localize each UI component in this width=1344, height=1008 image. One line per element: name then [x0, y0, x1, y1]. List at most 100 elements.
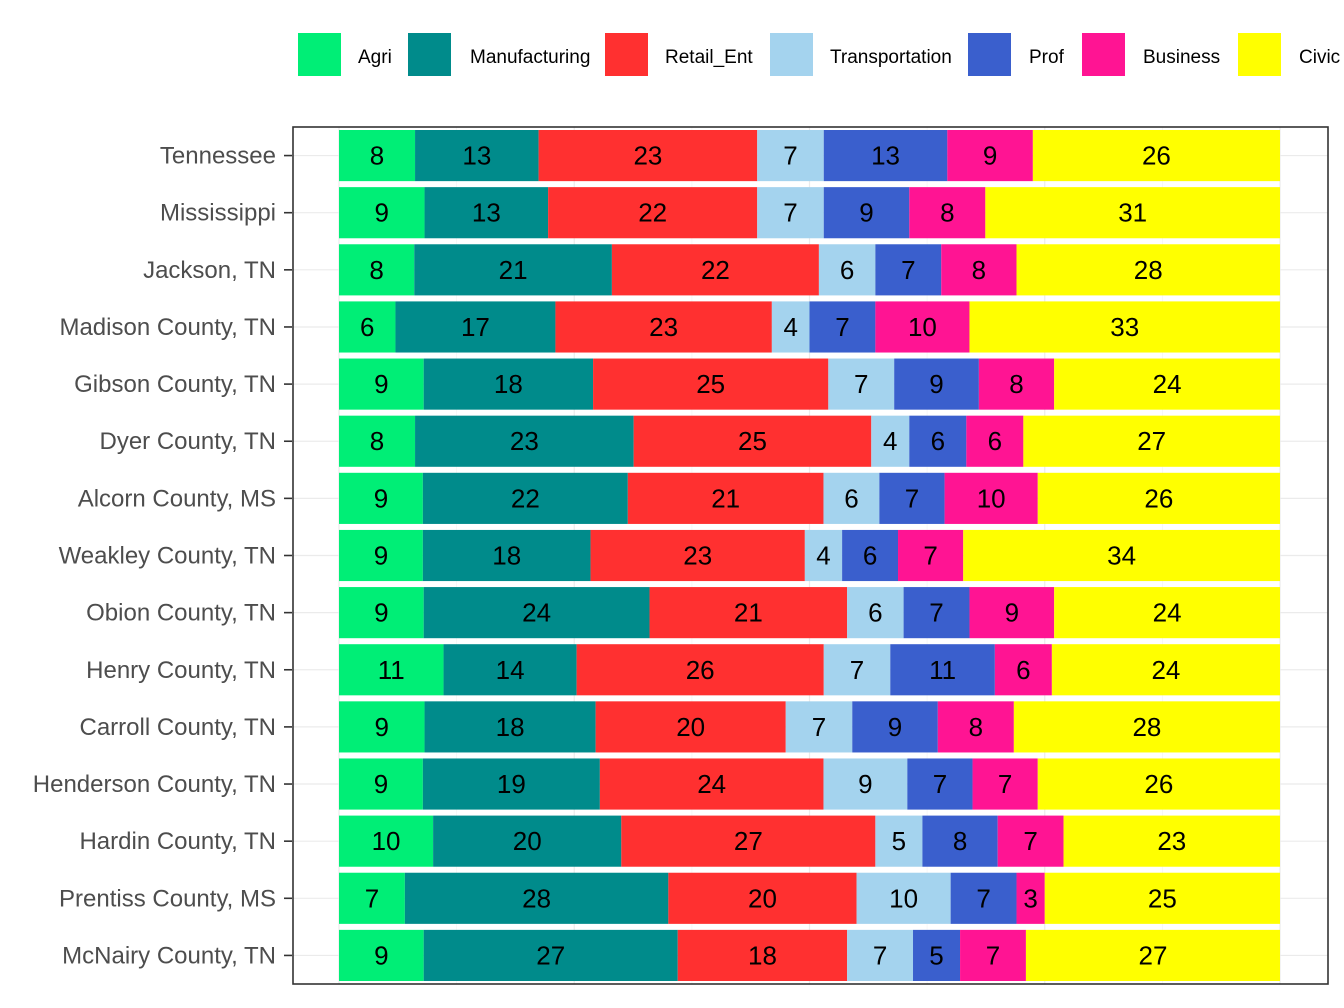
- bar-segment: [611, 244, 819, 296]
- data-label: 23: [1157, 826, 1186, 856]
- legend-key: [605, 33, 648, 76]
- bar-segment: [937, 701, 1014, 753]
- bar-segment: [677, 929, 848, 981]
- data-label: 24: [697, 769, 726, 799]
- data-label: 9: [888, 712, 902, 742]
- bar-segment: [785, 701, 853, 753]
- bar-segment: [395, 301, 556, 353]
- bar-segment: [771, 301, 810, 353]
- data-label: 10: [372, 826, 401, 856]
- data-label: 6: [863, 541, 877, 571]
- data-label: 21: [499, 255, 528, 285]
- bar-segment: [627, 472, 824, 524]
- data-label: 8: [370, 426, 384, 456]
- data-label: 28: [522, 883, 551, 913]
- data-label: 18: [492, 541, 521, 571]
- bar-segment: [1025, 929, 1280, 981]
- data-label: 7: [998, 769, 1012, 799]
- data-label: 26: [1144, 483, 1173, 513]
- bar-segment: [422, 472, 628, 524]
- bar-segment: [1016, 872, 1045, 924]
- bar-segment: [847, 587, 904, 639]
- data-label: 13: [871, 141, 900, 171]
- bar-segment: [1054, 358, 1280, 410]
- bar-segment: [1051, 644, 1280, 696]
- bar-segment: [809, 301, 876, 353]
- bar-segment: [944, 472, 1038, 524]
- data-label: 22: [638, 198, 667, 228]
- bar-segment: [823, 472, 880, 524]
- data-label: 3: [1023, 883, 1037, 913]
- data-label: 9: [374, 369, 388, 399]
- bar-segment: [339, 644, 444, 696]
- legend-key: [298, 33, 341, 76]
- legend-key: [968, 33, 1011, 76]
- data-label: 9: [374, 598, 388, 628]
- data-label: 21: [734, 598, 763, 628]
- bar-segment: [947, 130, 1033, 182]
- data-label: 9: [1005, 598, 1019, 628]
- y-tick-label: Dyer County, TN: [100, 428, 277, 455]
- data-label: 27: [1137, 426, 1166, 456]
- bar-segment: [909, 187, 986, 239]
- data-label: 9: [375, 712, 389, 742]
- data-label: 20: [676, 712, 705, 742]
- bar-segment: [1037, 758, 1280, 810]
- bar-segment: [890, 644, 995, 696]
- bar-segment: [339, 472, 423, 524]
- data-label: 17: [461, 312, 490, 342]
- data-label: 7: [923, 541, 937, 571]
- data-label: 27: [536, 940, 565, 970]
- legend-label: Business: [1143, 47, 1220, 68]
- bar-segment: [415, 415, 634, 467]
- data-label: 27: [734, 826, 763, 856]
- data-label: 28: [1132, 712, 1161, 742]
- data-label: 9: [859, 198, 873, 228]
- bar-segment: [593, 358, 829, 410]
- data-labels: 8 13 23 7 13 9 269 13 22 7 9 8 318 21 22 6 7 8 286 17 23 4 7 10…: [360, 141, 1186, 971]
- data-label: 8: [953, 826, 967, 856]
- bar-segment: [757, 187, 824, 239]
- bar-segment: [875, 301, 970, 353]
- bar-segment: [339, 415, 416, 467]
- data-label: 6: [868, 598, 882, 628]
- bar-segment: [339, 758, 423, 810]
- data-label: 7: [929, 598, 943, 628]
- bars: [339, 130, 1280, 981]
- legend-label: Transportation: [830, 47, 952, 68]
- data-label: 8: [1009, 369, 1023, 399]
- data-label: 28: [1134, 255, 1163, 285]
- y-tick-label: Prentiss County, MS: [59, 885, 276, 912]
- y-axis: Tennessee Mississippi Jackson, TN Madison C…: [33, 143, 292, 969]
- data-label: 8: [940, 198, 954, 228]
- bar-segment: [960, 929, 1026, 981]
- data-label: 33: [1110, 312, 1139, 342]
- bar-segment: [972, 758, 1038, 810]
- bar-segment: [339, 701, 425, 753]
- data-label: 7: [812, 712, 826, 742]
- bar-segment: [1032, 130, 1280, 182]
- data-label: 10: [908, 312, 937, 342]
- bar-segment: [898, 529, 964, 582]
- data-label: 9: [983, 141, 997, 171]
- bar-segment: [339, 244, 415, 296]
- y-tick-label: Alcorn County, MS: [78, 485, 276, 512]
- data-label: 6: [988, 426, 1002, 456]
- data-label: 9: [374, 769, 388, 799]
- data-label: 25: [738, 426, 767, 456]
- data-label: 26: [686, 655, 715, 685]
- data-label: 4: [883, 426, 897, 456]
- bar-segment: [424, 701, 596, 753]
- legend-key: [1238, 33, 1281, 76]
- data-label: 8: [369, 255, 383, 285]
- data-label: 21: [711, 483, 740, 513]
- bar-segment: [894, 358, 979, 410]
- bar-segment: [1037, 472, 1280, 524]
- data-label: 20: [513, 826, 542, 856]
- data-label: 9: [374, 541, 388, 571]
- bar-segment: [823, 130, 948, 182]
- bar-segment: [422, 529, 591, 582]
- bar-segment: [339, 587, 424, 639]
- y-tick-label: Hardin County, TN: [79, 828, 276, 855]
